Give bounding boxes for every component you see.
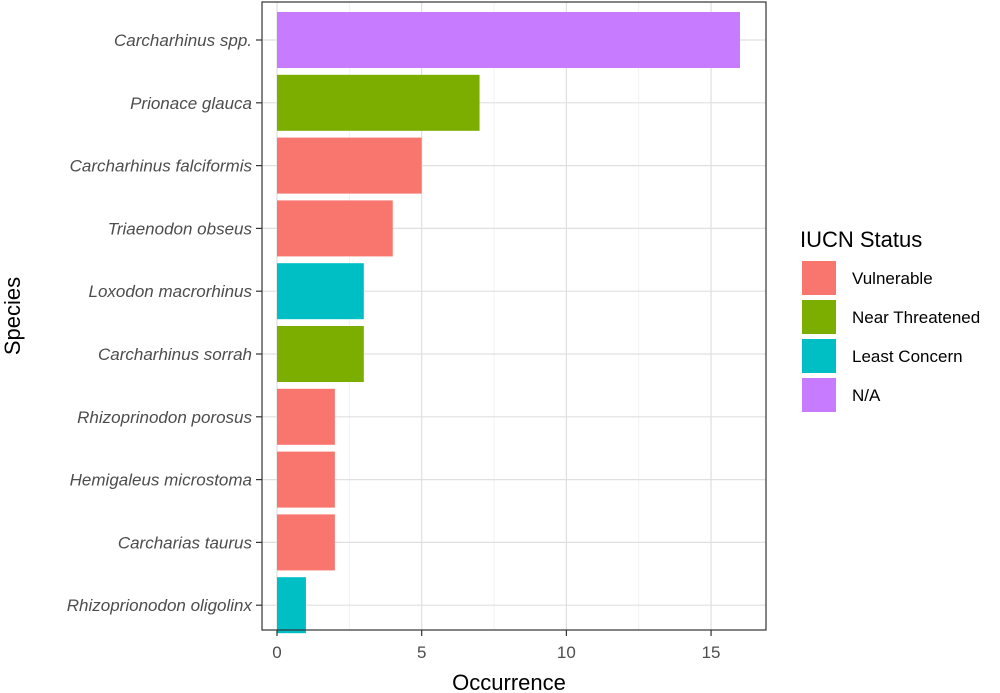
- y-axis-title: Species: [0, 277, 25, 355]
- bars-group: [277, 12, 740, 634]
- legend-key: [802, 300, 836, 334]
- legend-label: Least Concern: [852, 347, 963, 366]
- x-axis-title: Occurrence: [452, 670, 566, 693]
- legend-key: [802, 339, 836, 373]
- bar: [277, 200, 393, 257]
- bar: [277, 263, 364, 320]
- x-axis: 0 5 10 15: [272, 630, 721, 662]
- y-tick-label: Carcharias taurus: [118, 533, 253, 552]
- legend-label: N/A: [852, 386, 881, 405]
- bar: [277, 514, 335, 571]
- bar: [277, 74, 480, 131]
- legend: IUCN Status Vulnerable Near Threatened Lea…: [800, 227, 980, 412]
- legend-title: IUCN Status: [800, 227, 922, 252]
- legend-label: Near Threatened: [852, 308, 980, 327]
- x-tick-label: 0: [272, 643, 281, 662]
- bar: [277, 12, 740, 68]
- y-tick-label: Triaenodon obseus: [108, 219, 253, 238]
- y-tick-label: Carcharhinus sorrah: [98, 345, 252, 364]
- bar: [277, 388, 335, 445]
- y-tick-label: Hemigaleus microstoma: [70, 471, 252, 490]
- y-tick-label: Prionace glauca: [130, 94, 252, 113]
- x-tick-label: 10: [557, 643, 576, 662]
- y-axis: Carcharhinus spp. Prionace glauca Carcharh…: [67, 31, 262, 615]
- x-tick-label: 15: [702, 643, 721, 662]
- bar: [277, 326, 364, 382]
- x-tick-label: 5: [417, 643, 426, 662]
- y-tick-label: Rhizoprionodon oligolinx: [67, 596, 253, 615]
- bar: [277, 451, 335, 508]
- legend-key: [802, 378, 836, 412]
- y-tick-label: Loxodon macrorhinus: [89, 282, 253, 301]
- y-tick-label: Carcharhinus falciformis: [70, 157, 253, 176]
- legend-label: Vulnerable: [852, 269, 933, 288]
- bar: [277, 577, 306, 634]
- legend-key: [802, 261, 836, 295]
- y-tick-label: Carcharhinus spp.: [114, 31, 252, 50]
- y-tick-label: Rhizoprinodon porosus: [77, 408, 252, 427]
- bar: [277, 137, 422, 194]
- panel-border: [261, 1, 767, 631]
